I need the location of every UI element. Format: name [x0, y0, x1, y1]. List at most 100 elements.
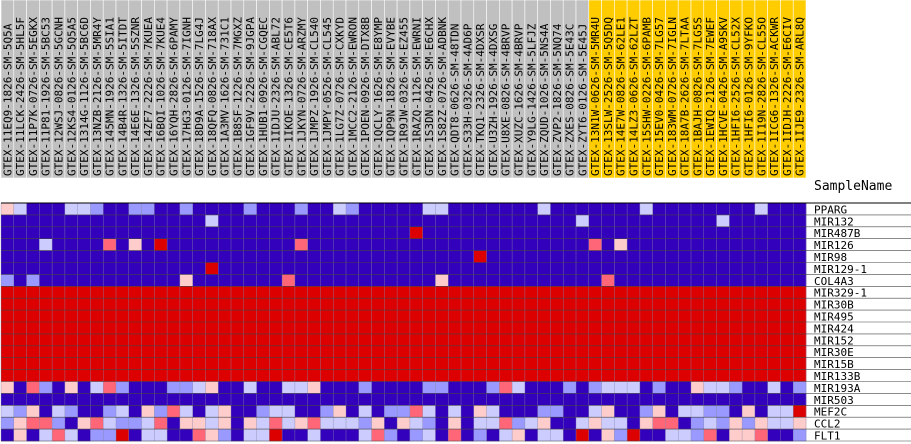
heatmap-cell	[346, 333, 360, 347]
heatmap-cell	[793, 369, 807, 382]
heatmap-cell	[639, 333, 653, 347]
heatmap-cell	[26, 226, 40, 239]
heatmap-cell	[754, 345, 768, 358]
heatmap-cell	[767, 369, 781, 382]
heatmap-cell	[294, 298, 308, 311]
heatmap-cell	[461, 333, 475, 347]
heatmap-cell	[703, 405, 717, 418]
heatmap-cell	[754, 310, 768, 323]
heatmap-cell	[486, 345, 500, 358]
heatmap-cell	[154, 214, 168, 228]
heatmap-cell	[358, 405, 372, 418]
heatmap-cell	[218, 274, 232, 287]
heatmap-cell	[141, 286, 155, 299]
heatmap-cell	[473, 250, 487, 263]
heatmap-cell	[307, 357, 321, 370]
heatmap-cell	[601, 345, 615, 358]
heatmap-cell	[320, 393, 334, 406]
heatmap-cell	[307, 250, 321, 263]
heatmap-cell	[154, 417, 168, 430]
heatmap-cell	[652, 429, 666, 442]
heatmap-cell	[716, 250, 730, 263]
heatmap-cell	[780, 429, 794, 442]
heatmap-cell	[793, 345, 807, 358]
heatmap-cell	[473, 226, 487, 239]
heatmap-cell	[397, 238, 411, 251]
heatmap-cell	[179, 405, 193, 418]
heatmap-cell	[333, 369, 347, 382]
heatmap-cell	[269, 417, 283, 430]
sample-label: GTEX-ZQUD-1026-SM-5NS4A	[538, 23, 551, 176]
heatmap-cell	[231, 357, 245, 370]
heatmap-cell	[154, 286, 168, 299]
heatmap-cell	[154, 322, 168, 335]
sample-label: GTEX-1I19N-2826-SM-CL55O	[755, 17, 768, 176]
heatmap-cell	[716, 369, 730, 382]
heatmap-cell	[703, 417, 717, 430]
heatmap-cell	[614, 322, 628, 335]
heatmap-cell	[307, 238, 321, 251]
heatmap-cell	[729, 345, 743, 358]
heatmap-cell	[422, 250, 436, 263]
heatmap-cell	[601, 298, 615, 311]
heatmap-cell	[205, 429, 219, 442]
heatmap-cell	[141, 405, 155, 418]
heatmap-cell	[691, 333, 705, 347]
heatmap-cell	[499, 274, 513, 287]
heatmap-cell	[563, 298, 577, 311]
heatmap-cell	[703, 203, 717, 216]
heatmap-cell	[77, 381, 91, 394]
heatmap-cell	[793, 357, 807, 370]
gene-label: MIR133B	[814, 370, 861, 383]
heatmap-cell	[141, 322, 155, 335]
heatmap-cell	[218, 333, 232, 347]
heatmap-cell	[116, 238, 130, 251]
heatmap-cell	[128, 250, 142, 263]
heatmap-cell	[231, 322, 245, 335]
heatmap-cell	[77, 357, 91, 370]
heatmap-cell	[614, 333, 628, 347]
heatmap-cell	[703, 286, 717, 299]
heatmap-cell	[116, 250, 130, 263]
heatmap-cell	[256, 417, 270, 430]
heatmap-cell	[218, 417, 232, 430]
heatmap-cell	[665, 262, 679, 275]
heatmap-cell	[103, 214, 117, 228]
sample-header-cell	[792, 0, 807, 179]
heatmap-cell	[652, 345, 666, 358]
heatmap-cell	[397, 226, 411, 239]
heatmap-cell	[397, 322, 411, 335]
heatmap-cell	[524, 345, 538, 358]
heatmap-cell	[179, 214, 193, 228]
heatmap-cell	[294, 310, 308, 323]
heatmap-cell	[52, 214, 66, 228]
heatmap-cell	[90, 226, 104, 239]
heatmap-cell	[563, 333, 577, 347]
heatmap-cell	[307, 429, 321, 442]
heatmap-cell	[639, 381, 653, 394]
heatmap-cell	[703, 322, 717, 335]
heatmap-cell	[499, 357, 513, 370]
heatmap-cell	[409, 345, 423, 358]
heatmap-cell	[231, 286, 245, 299]
heatmap-cell	[333, 310, 347, 323]
heatmap-cell	[422, 417, 436, 430]
heatmap-cell	[780, 286, 794, 299]
heatmap-cell	[703, 381, 717, 394]
sample-label: GTEX-18D9A-1526-SM-7LG4J	[193, 17, 206, 176]
heatmap-cell	[627, 393, 641, 406]
heatmap-cell	[154, 369, 168, 382]
heatmap-cell	[550, 203, 564, 216]
heatmap-cell	[397, 286, 411, 299]
heatmap-cell	[729, 333, 743, 347]
heatmap-cell	[39, 310, 53, 323]
sample-label: GTEX-13SLW-2526-SM-5Q5DQ	[602, 17, 615, 176]
heatmap-cell	[154, 274, 168, 287]
gene-label: MIR329-1	[814, 287, 867, 300]
heatmap-cell	[512, 393, 526, 406]
heatmap-cell	[26, 286, 40, 299]
heatmap-cell	[588, 298, 602, 311]
heatmap-cell	[13, 298, 27, 311]
heatmap-cell	[205, 333, 219, 347]
heatmap-cell	[499, 262, 513, 275]
